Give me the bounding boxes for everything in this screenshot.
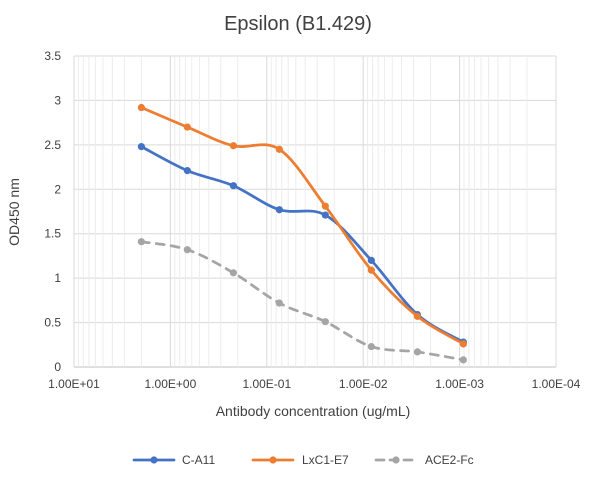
data-point-ace2-fc [183, 246, 191, 254]
data-point-lxc1-e7 [321, 202, 329, 210]
legend: C-A11 LxC1-E7 ACE2-Fc [132, 453, 474, 467]
data-point-ace2-fc [229, 269, 238, 277]
data-point-c-a11 [137, 143, 145, 151]
y-tick-label: 2.5 [44, 138, 61, 152]
data-point-c-a11 [183, 167, 191, 175]
data-point-lxc1-e7 [413, 312, 422, 320]
series-line-ace2-fc [140, 240, 465, 362]
x-tick-labels: 1.00E+01 1.00E+00 1.00E-01 1.00E-02 1.00E-03… [48, 377, 581, 391]
data-point-ace2-fc [413, 348, 422, 356]
legend-marker-ace2-fc [392, 456, 400, 464]
chart-title: Epsilon (B1.429) [224, 13, 372, 35]
x-tick-label: 1.00E-03 [435, 377, 484, 391]
data-point-lxc1-e7 [459, 340, 467, 348]
legend-label-c-a11: C-A11 [182, 453, 215, 467]
data-point-lxc1-e7 [275, 145, 283, 153]
y-tick-labels: 0 0.5 1 1.5 2 2.5 3 3.5 [44, 49, 61, 374]
x-tick-label: 1.00E-02 [339, 377, 388, 391]
legend-label-lxc1-e7: LxC1-E7 [302, 453, 349, 467]
legend-marker-c-a11 [150, 456, 158, 464]
x-tick-label: 1.00E-01 [242, 377, 291, 391]
x-tick-label: 1.00E+01 [48, 377, 100, 391]
legend-label-ace2-fc: ACE2-Fc [425, 453, 474, 467]
y-tick-label: 1.5 [44, 227, 61, 241]
data-point-ace2-fc [137, 238, 145, 246]
series-group [137, 103, 467, 364]
data-point-ace2-fc [321, 318, 329, 326]
data-point-c-a11 [321, 211, 329, 219]
data-point-lxc1-e7 [229, 142, 238, 150]
y-tick-label: 0 [54, 360, 61, 374]
data-point-c-a11 [367, 256, 375, 264]
y-tick-label: 2 [54, 182, 61, 196]
data-point-lxc1-e7 [183, 123, 191, 131]
series-line-lxc1-e7 [140, 106, 465, 346]
data-point-c-a11 [275, 206, 283, 214]
data-point-ace2-fc [275, 299, 283, 307]
y-tick-label: 1 [54, 271, 61, 285]
data-point-ace2-fc [459, 356, 467, 364]
x-axis-label: Antibody concentration (ug/mL) [216, 403, 411, 419]
data-point-lxc1-e7 [367, 266, 375, 274]
data-point-c-a11 [229, 182, 238, 190]
data-point-lxc1-e7 [137, 103, 145, 112]
y-tick-label: 3 [54, 93, 61, 107]
series-line-c-a11 [140, 145, 465, 344]
y-axis-label: OD450 nm [6, 178, 22, 246]
y-tick-label: 0.5 [44, 316, 61, 330]
x-tick-label: 1.00E+00 [145, 377, 197, 391]
y-tick-label: 3.5 [44, 49, 61, 63]
grid [73, 55, 557, 368]
x-tick-label: 1.00E-04 [532, 377, 581, 391]
data-point-ace2-fc [367, 342, 375, 351]
legend-marker-lxc1-e7 [269, 456, 277, 464]
